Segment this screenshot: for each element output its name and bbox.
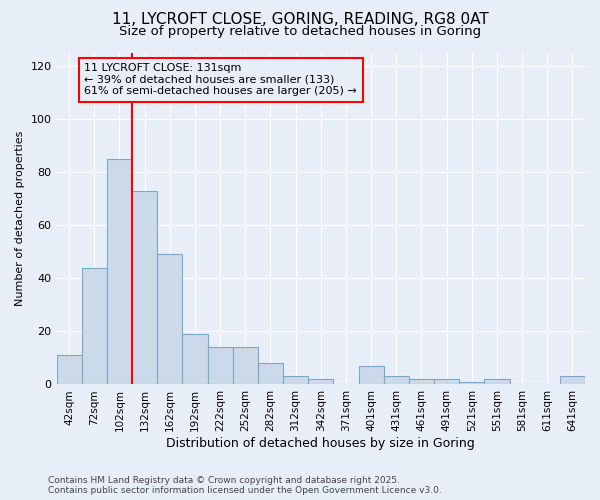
Text: Contains HM Land Registry data © Crown copyright and database right 2025.
Contai: Contains HM Land Registry data © Crown c… xyxy=(48,476,442,495)
Bar xyxy=(409,379,434,384)
Bar xyxy=(208,348,233,385)
Bar xyxy=(308,379,334,384)
Bar xyxy=(383,376,409,384)
Bar xyxy=(233,348,258,385)
Bar xyxy=(258,363,283,384)
Bar xyxy=(434,379,459,384)
Bar xyxy=(484,379,509,384)
Text: 11, LYCROFT CLOSE, GORING, READING, RG8 0AT: 11, LYCROFT CLOSE, GORING, READING, RG8 … xyxy=(112,12,488,28)
Bar xyxy=(132,190,157,384)
Bar xyxy=(56,355,82,384)
Bar xyxy=(560,376,585,384)
Y-axis label: Number of detached properties: Number of detached properties xyxy=(15,131,25,306)
Bar xyxy=(359,366,383,384)
Bar xyxy=(182,334,208,384)
Bar xyxy=(283,376,308,384)
Bar xyxy=(459,382,484,384)
X-axis label: Distribution of detached houses by size in Goring: Distribution of detached houses by size … xyxy=(166,437,475,450)
Text: 11 LYCROFT CLOSE: 131sqm
← 39% of detached houses are smaller (133)
61% of semi-: 11 LYCROFT CLOSE: 131sqm ← 39% of detach… xyxy=(84,63,357,96)
Bar xyxy=(82,268,107,384)
Text: Size of property relative to detached houses in Goring: Size of property relative to detached ho… xyxy=(119,25,481,38)
Bar xyxy=(107,158,132,384)
Bar xyxy=(157,254,182,384)
